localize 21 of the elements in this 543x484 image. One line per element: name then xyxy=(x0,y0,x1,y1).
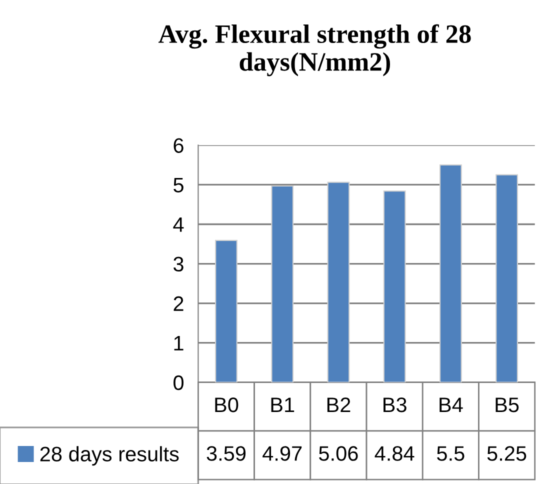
data-label: 3.59 xyxy=(206,446,246,461)
data-label: 4.84 xyxy=(374,446,414,461)
y-tick-label: 6 xyxy=(174,138,184,153)
data-label: 4.97 xyxy=(262,446,302,461)
legend-label: 28 days results xyxy=(40,446,179,466)
y-tick-label: 0 xyxy=(174,375,184,390)
data-label: 5.25 xyxy=(487,446,526,461)
chart-title: Avg. Flexural strength of 28 days(N/mm2) xyxy=(158,24,471,76)
x-tick-label: B0 xyxy=(215,398,238,412)
y-tick-label: 3 xyxy=(174,256,184,272)
x-tick-label: B5 xyxy=(496,398,519,412)
x-tick-label: B3 xyxy=(384,398,406,412)
x-tick-label: B2 xyxy=(327,398,350,412)
y-tick-label: 2 xyxy=(174,296,184,311)
data-label: 5.5 xyxy=(437,446,464,461)
y-tick-label: 1 xyxy=(174,336,184,350)
y-tick-label: 4 xyxy=(173,217,184,232)
y-tick-label: 5 xyxy=(174,178,184,192)
x-tick-label: B4 xyxy=(440,398,463,412)
x-tick-label: B1 xyxy=(271,398,294,412)
data-label: 5.06 xyxy=(319,446,358,461)
